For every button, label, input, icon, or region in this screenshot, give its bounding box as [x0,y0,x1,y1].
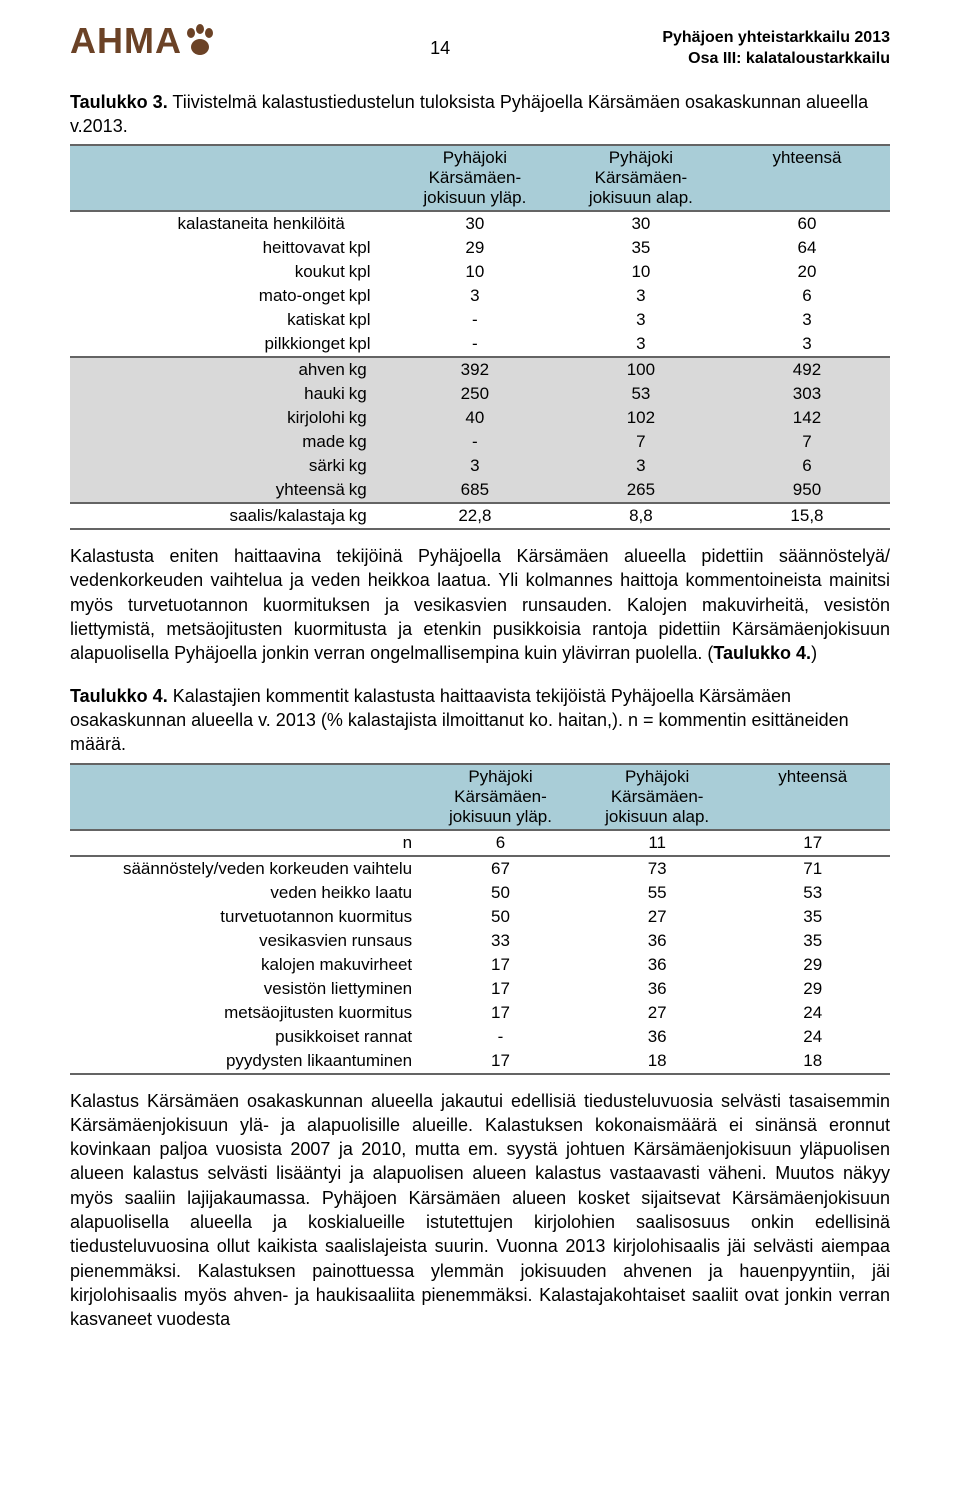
table-row: heittovavatkpl293564 [70,236,890,260]
table-row: vesistön liettyminen173629 [70,977,890,1001]
doc-title: Pyhäjoen yhteistarkkailu 2013 Osa III: k… [662,20,890,70]
doc-title-line2: Osa III: kalataloustarkkailu [662,49,890,70]
table-row: mato-ongetkpl336 [70,284,890,308]
table-row: kalojen makuvirheet173629 [70,953,890,977]
paw-icon [182,23,218,59]
table-row: särkikg336 [70,454,890,478]
table-row: haukikg25053303 [70,382,890,406]
table1-caption-text: Tiivistelmä kalastustiedustelun tuloksis… [70,92,868,136]
table-row: pyydysten likaantuminen171818 [70,1049,890,1074]
paragraph-1: Kalastusta eniten haittaavina tekijöinä … [70,544,890,665]
table-row: koukutkpl101020 [70,260,890,284]
table-row: pilkkiongetkpl-33 [70,332,890,357]
table-row: turvetuotannon kuormitus502735 [70,905,890,929]
table-row: yhteensäkg685265950 [70,478,890,503]
logo: AHMA [70,20,218,62]
table-row: pusikkoiset rannat-3624 [70,1025,890,1049]
table-row: katiskatkpl-33 [70,308,890,332]
page-number: 14 [218,20,662,59]
table-row: metsäojitusten kuormitus172724 [70,1001,890,1025]
table2-col3-header: yhteensä [735,764,890,830]
table1-col1-header: Pyhäjoki Kärsämäen- jokisuun yläp. [392,145,558,211]
table1-header: Pyhäjoki Kärsämäen- jokisuun yläp. Pyhäj… [70,145,890,211]
logo-text: AHMA [70,20,182,62]
table-row: säännöstely/veden korkeuden vaihtelu6773… [70,856,890,881]
table1-caption: Taulukko 3. Tiivistelmä kalastustieduste… [70,90,890,139]
table2-n-row: n 6 11 17 [70,830,890,856]
table2-caption-text: Kalastajien kommentit kalastusta haittaa… [70,686,849,755]
table-row: kalastaneita henkilöitä303060 [70,211,890,236]
page-header: AHMA 14 Pyhäjoen yhteistarkkailu 2013 Os… [70,20,890,70]
table1: Pyhäjoki Kärsämäen- jokisuun yläp. Pyhäj… [70,144,890,530]
table-row: madekg-77 [70,430,890,454]
doc-title-line1: Pyhäjoen yhteistarkkailu 2013 [662,28,890,49]
table-row: vesikasvien runsaus333635 [70,929,890,953]
table2-col1-header: Pyhäjoki Kärsämäen- jokisuun yläp. [422,764,579,830]
table-row: kirjolohikg40102142 [70,406,890,430]
table1-col3-header: yhteensä [724,145,890,211]
table2-col2-header: Pyhäjoki Kärsämäen- jokisuun alap. [579,764,736,830]
page: AHMA 14 Pyhäjoen yhteistarkkailu 2013 Os… [0,0,960,1386]
table2: Pyhäjoki Kärsämäen- jokisuun yläp. Pyhäj… [70,763,890,1075]
table-row: veden heikko laatu505553 [70,881,890,905]
table2-caption: Taulukko 4. Kalastajien kommentit kalast… [70,684,890,757]
table-row: saalis/kalastajakg22,88,815,8 [70,503,890,529]
table1-col2-header: Pyhäjoki Kärsämäen- jokisuun alap. [558,145,724,211]
table-row: ahvenkg392100492 [70,357,890,382]
table2-header: Pyhäjoki Kärsämäen- jokisuun yläp. Pyhäj… [70,764,890,830]
table1-caption-bold: Taulukko 3. [70,92,168,112]
paragraph-2: Kalastus Kärsämäen osakaskunnan alueella… [70,1089,890,1332]
table2-caption-bold: Taulukko 4. [70,686,168,706]
